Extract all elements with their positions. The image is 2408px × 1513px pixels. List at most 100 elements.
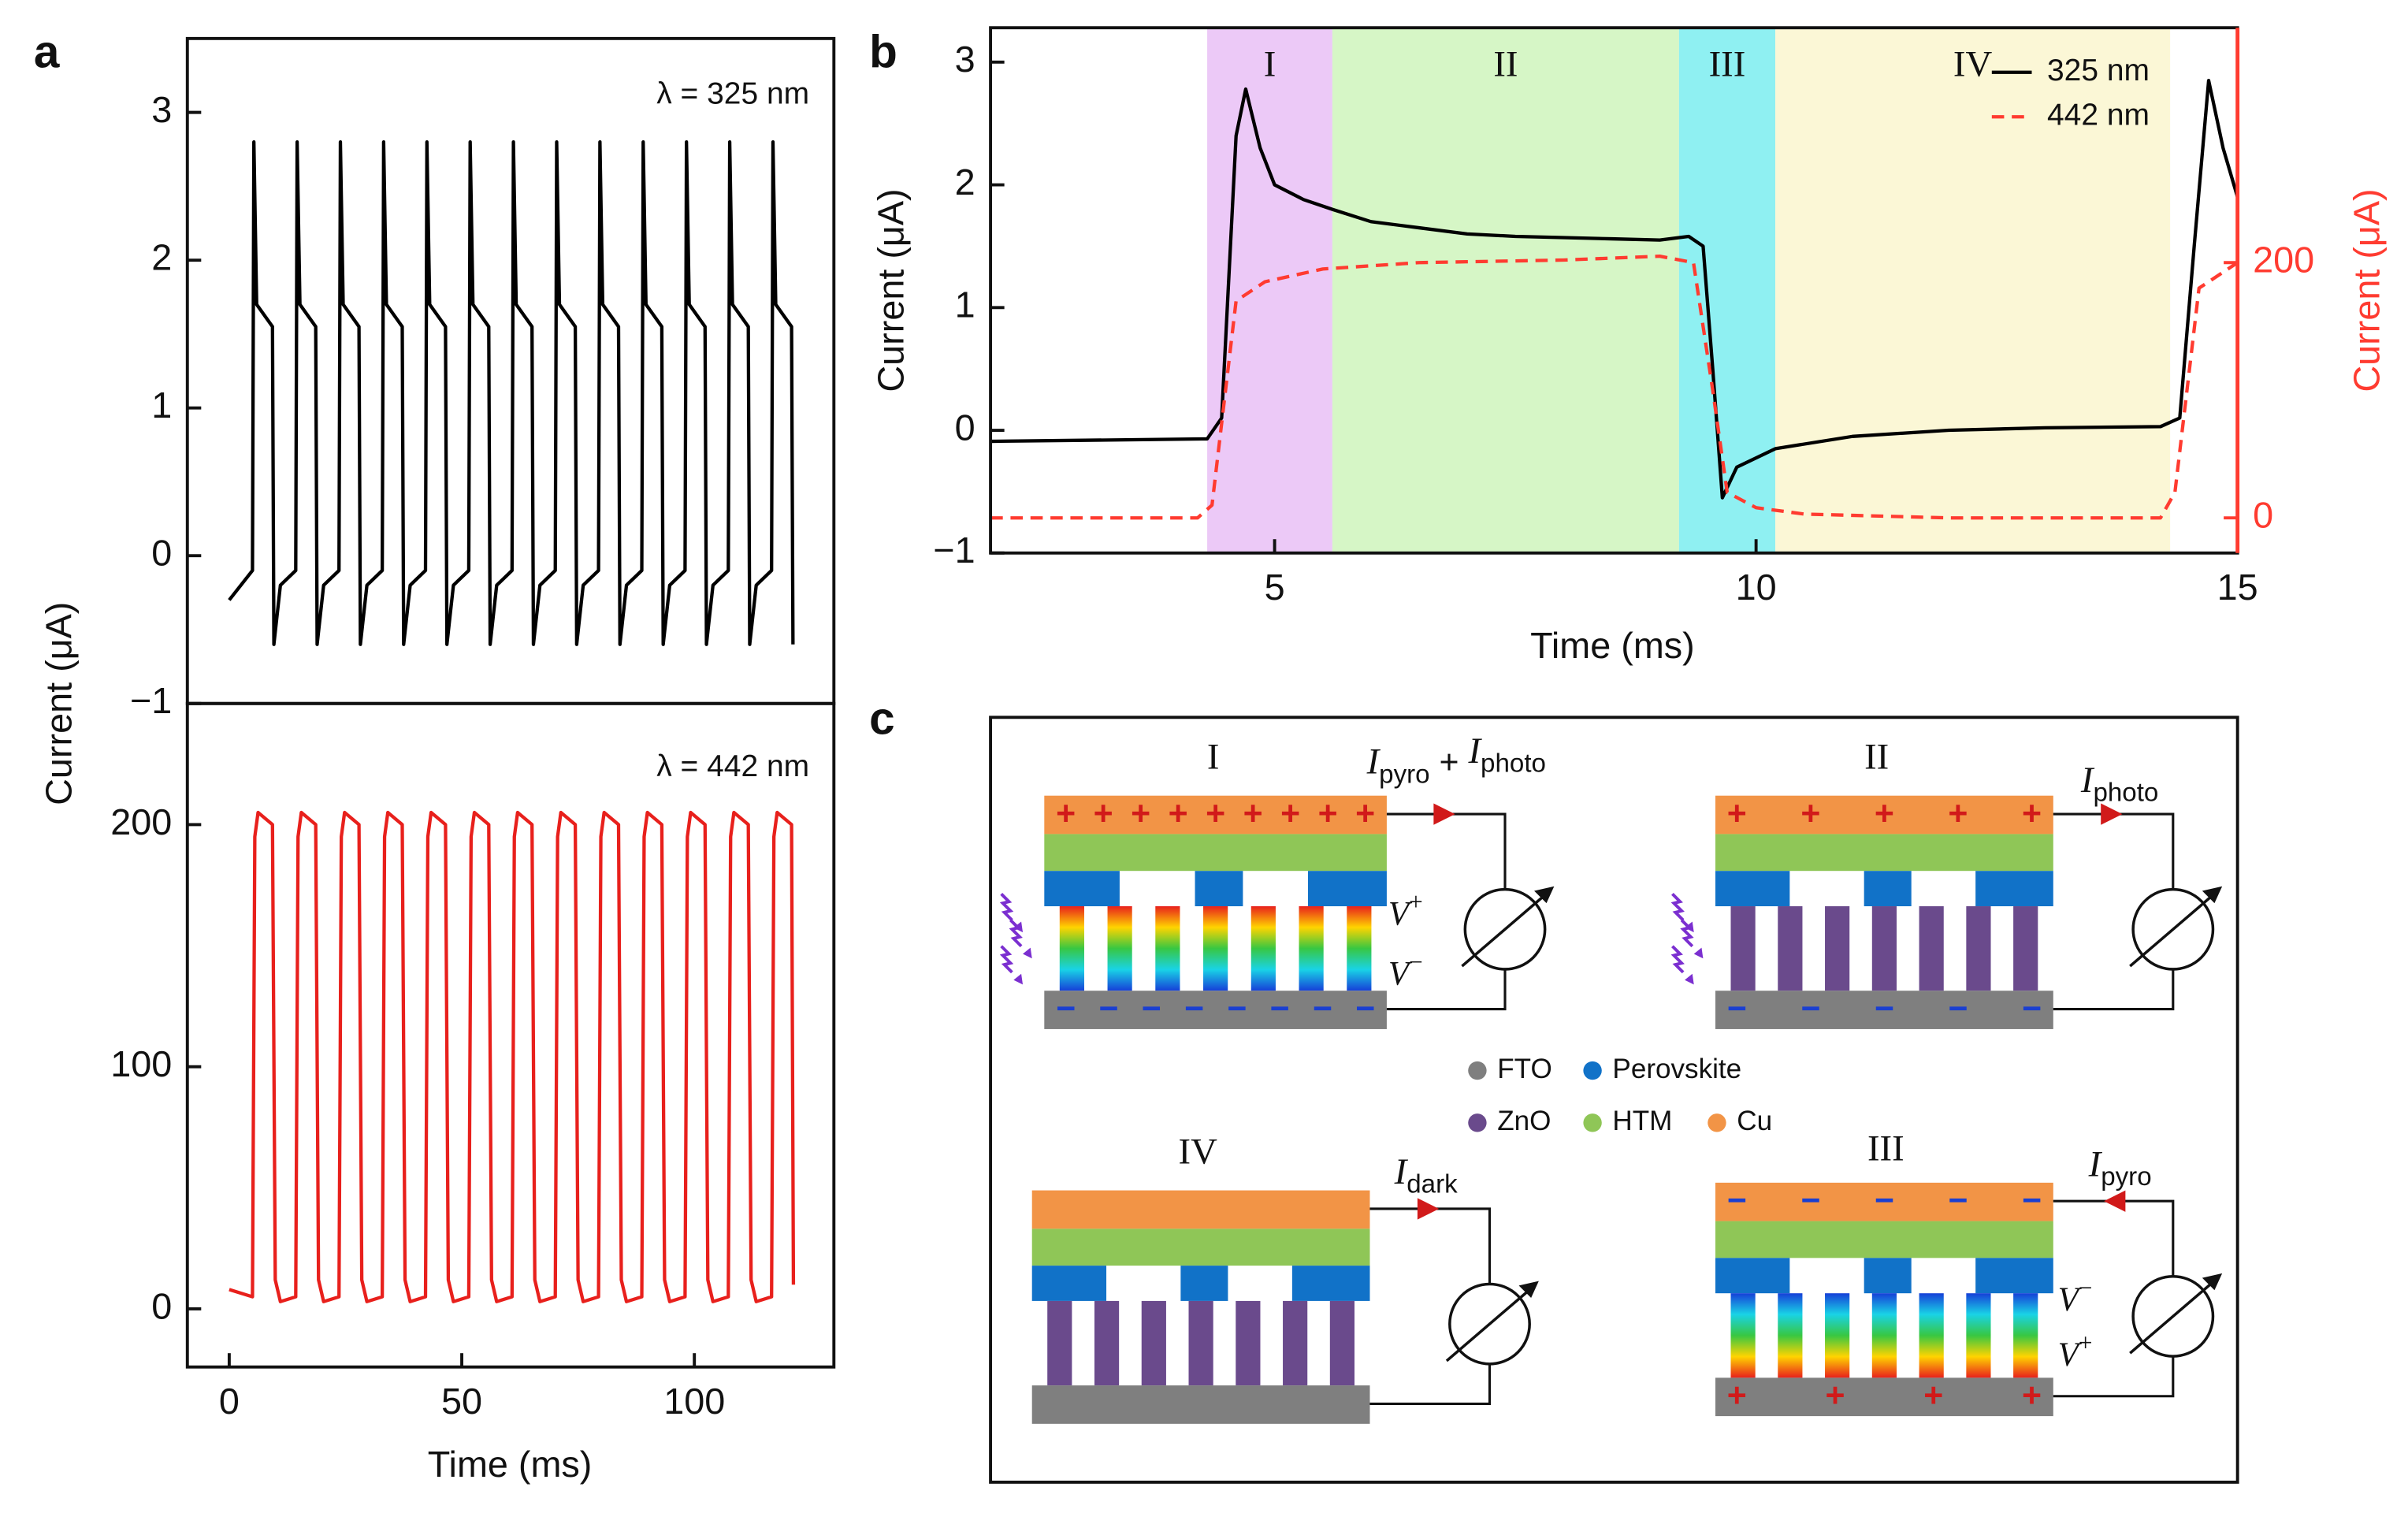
nanorod xyxy=(1778,1293,1803,1378)
ammeter-needle-head xyxy=(2202,1273,2223,1291)
voltage-label: V− xyxy=(2058,1273,2093,1318)
photon-head xyxy=(1023,947,1032,959)
perovskite-block xyxy=(1195,871,1243,907)
layer-fto xyxy=(1715,991,2053,1029)
photon xyxy=(1680,919,1694,948)
nanorod xyxy=(1825,1293,1850,1378)
layer-fto xyxy=(1031,1385,1370,1424)
charge-sign: + xyxy=(1318,794,1338,832)
y-tick-label: −1 xyxy=(933,530,975,571)
y-tick-label: 100 xyxy=(110,1043,172,1084)
voltage-sign: + xyxy=(1409,888,1423,916)
nanorod xyxy=(1825,906,1850,991)
current-label: Ipyro xyxy=(2088,1143,2152,1191)
perovskite-block xyxy=(1044,871,1120,907)
nanorod xyxy=(1107,906,1132,991)
nanorod xyxy=(1203,906,1228,991)
charge-sign: + xyxy=(1826,1377,1845,1414)
y-tick-label: 1 xyxy=(955,284,975,325)
charge-sign: + xyxy=(2022,794,2042,832)
x-tick-label: 5 xyxy=(1265,567,1285,608)
photon xyxy=(1670,893,1685,921)
legend-dot xyxy=(1708,1113,1726,1132)
region xyxy=(1332,28,1679,553)
panel-label: c xyxy=(869,693,895,745)
current-label: Ipyro + Iphoto xyxy=(1366,730,1546,789)
layer-fto xyxy=(1715,1377,2053,1417)
circuit-wire xyxy=(1369,1207,1492,1406)
legend-label: ZnO xyxy=(1497,1106,1551,1136)
legend-label: 325 nm xyxy=(2047,54,2150,87)
legend-dot xyxy=(1468,1061,1487,1080)
layer-htm xyxy=(1715,1221,2053,1258)
charge-sign: − xyxy=(1056,990,1076,1028)
y-axis-label: Current (μA) xyxy=(871,188,912,392)
nanorod xyxy=(1730,1293,1756,1378)
x-tick-label: 15 xyxy=(2217,567,2258,608)
y-tick-label: 0 xyxy=(151,533,172,574)
current-label: Idark xyxy=(1394,1151,1458,1199)
y-tick-label: 2 xyxy=(955,162,975,203)
current-arrow xyxy=(2101,803,2123,825)
layer-htm xyxy=(1044,834,1387,872)
voltage-label: V− xyxy=(1388,948,1423,992)
nanorod xyxy=(1188,1300,1213,1386)
current-part: I xyxy=(1394,1151,1409,1192)
voltage-symbol: V xyxy=(2058,1336,2083,1374)
perovskite-block xyxy=(1031,1266,1107,1301)
y-axis-label: Current (μA) xyxy=(38,602,79,805)
charge-sign: − xyxy=(1184,990,1204,1028)
nanorod xyxy=(1283,1300,1308,1386)
nanorod xyxy=(1966,1293,1991,1378)
data-line xyxy=(228,139,795,646)
current-part: I xyxy=(1467,730,1482,771)
current-part: I xyxy=(2088,1143,2103,1184)
diagram-frame xyxy=(989,716,2239,1484)
legend-label: Perovskite xyxy=(1612,1054,1741,1084)
panel-label: b xyxy=(869,27,897,78)
charge-sign: − xyxy=(1313,990,1332,1028)
circuit-wire xyxy=(1386,812,1507,1011)
nanorod xyxy=(1778,906,1803,991)
nanorod xyxy=(1329,1300,1354,1386)
voltage-sign: − xyxy=(2079,1273,2093,1301)
ammeter-needle-head xyxy=(1534,886,1555,904)
charge-sign: + xyxy=(1948,794,1968,832)
ammeter-needle xyxy=(1461,891,1549,968)
region-label: I xyxy=(1264,44,1276,85)
layer-cu xyxy=(1715,795,2053,835)
charge-sign: + xyxy=(1094,794,1113,832)
charge-sign: − xyxy=(1098,990,1118,1028)
charge-sign: − xyxy=(1875,990,1894,1028)
charge-sign: − xyxy=(1800,1182,1820,1220)
nanorod xyxy=(1871,1293,1897,1378)
charge-sign: − xyxy=(1355,990,1375,1028)
current-part: I xyxy=(1366,741,1381,782)
charge-sign: + xyxy=(1875,794,1894,832)
y2-axis-label: Current (μA) xyxy=(2347,188,2388,392)
region xyxy=(1775,28,2171,553)
current-arrow xyxy=(2104,1190,2126,1212)
layer-htm xyxy=(1031,1229,1370,1266)
layer-cu xyxy=(1715,1182,2053,1221)
charge-sign: + xyxy=(1800,794,1820,832)
nanorod xyxy=(1730,906,1756,991)
photon xyxy=(1670,945,1685,974)
y-tick-label: −1 xyxy=(130,680,172,721)
photon xyxy=(999,893,1014,921)
state-label: IV xyxy=(1179,1131,1218,1172)
charge-sign: + xyxy=(1206,794,1225,832)
legend-dot xyxy=(1468,1113,1487,1132)
region-label: III xyxy=(1709,44,1746,85)
current-part: photo xyxy=(1481,749,1546,778)
legend-label: 442 nm xyxy=(2047,99,2150,132)
photon xyxy=(999,945,1014,974)
data-line xyxy=(229,810,796,1303)
current-part: pyro xyxy=(2101,1162,2151,1191)
y-tick-label: 3 xyxy=(955,39,975,80)
legend-dot xyxy=(1583,1113,1602,1132)
charge-sign: − xyxy=(2022,990,2042,1028)
legend-label: HTM xyxy=(1612,1106,1672,1136)
current-part: + xyxy=(1430,744,1469,782)
